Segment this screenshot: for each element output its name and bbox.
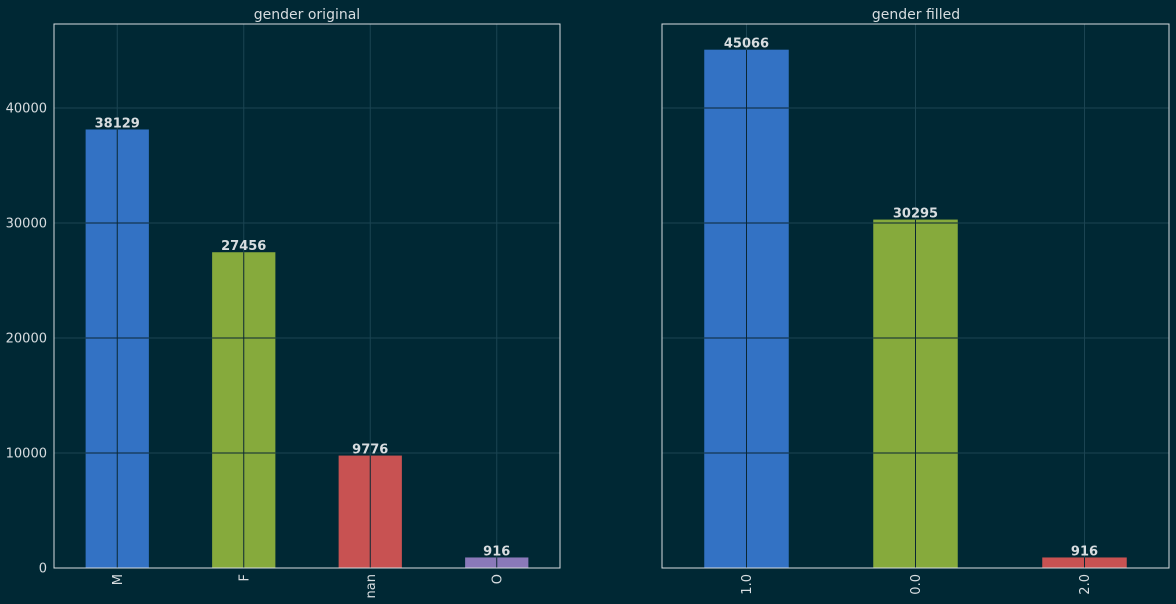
panel-gender-original: gender original 38129 27456 9776 916 0 10000 2…	[6, 7, 561, 598]
y-tick-label: 40000	[6, 101, 47, 116]
data-label: 916	[1071, 544, 1098, 559]
data-label: 27456	[221, 239, 266, 254]
panel-gender-filled: gender filled 45066 30295 916 1.0 0.0 2.0	[661, 7, 1170, 595]
data-label: 30295	[893, 207, 938, 222]
y-tick-label: 10000	[6, 446, 47, 461]
axes-frame	[53, 23, 561, 569]
y-tick-label: 20000	[6, 331, 47, 346]
y-tick-label: 30000	[6, 216, 47, 231]
data-label: 45066	[724, 37, 769, 52]
data-label: 38129	[95, 116, 140, 131]
panel-title: gender filled	[872, 7, 960, 23]
x-tick-label: O	[490, 574, 505, 584]
x-tick-label: 2.0	[1078, 574, 1093, 595]
x-tick-label: 0.0	[909, 574, 924, 595]
panel-title: gender original	[254, 7, 360, 23]
axes-frame	[661, 23, 1170, 569]
x-tick-label: nan	[364, 574, 379, 598]
data-label: 9776	[352, 443, 388, 458]
x-tick-label: M	[111, 574, 126, 585]
x-tick-label: F	[237, 574, 252, 581]
data-label: 916	[483, 544, 510, 559]
x-tick-label: 1.0	[740, 574, 755, 595]
y-tick-label: 0	[39, 562, 47, 577]
